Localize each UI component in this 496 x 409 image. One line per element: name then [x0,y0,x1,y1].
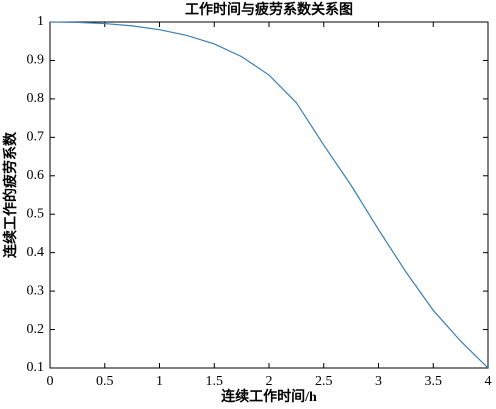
x-tick-label: 1.5 [206,374,224,389]
x-tick-label: 2.5 [315,374,333,389]
y-tick-label: 0.7 [27,130,45,145]
y-tick-label: 0.2 [27,322,45,337]
y-tick-label: 0.8 [27,91,45,106]
x-tick-label: 2 [266,374,273,389]
x-axis-label: 连续工作时间/h [221,388,317,405]
y-tick-label: 0.1 [27,360,45,375]
y-tick-label: 0.4 [27,245,45,260]
y-tick-label: 1 [37,14,44,29]
y-tick-label: 0.3 [27,283,45,298]
y-tick-label: 0.9 [27,53,45,68]
x-tick-label: 1 [156,374,163,389]
data-line [49,21,489,369]
x-tick-label: 3.5 [425,374,443,389]
x-tick-label: 0.5 [96,374,114,389]
chart-title: 工作时间与疲劳系数关系图 [185,1,353,18]
x-tick-label: 3 [375,374,382,389]
y-tick-label: 0.5 [27,206,45,221]
x-tick-label: 0 [47,374,54,389]
y-axis-label: 连续工作的疲劳系数 [2,131,19,258]
x-tick-label: 4 [485,374,492,389]
y-tick-label: 0.6 [27,168,45,183]
